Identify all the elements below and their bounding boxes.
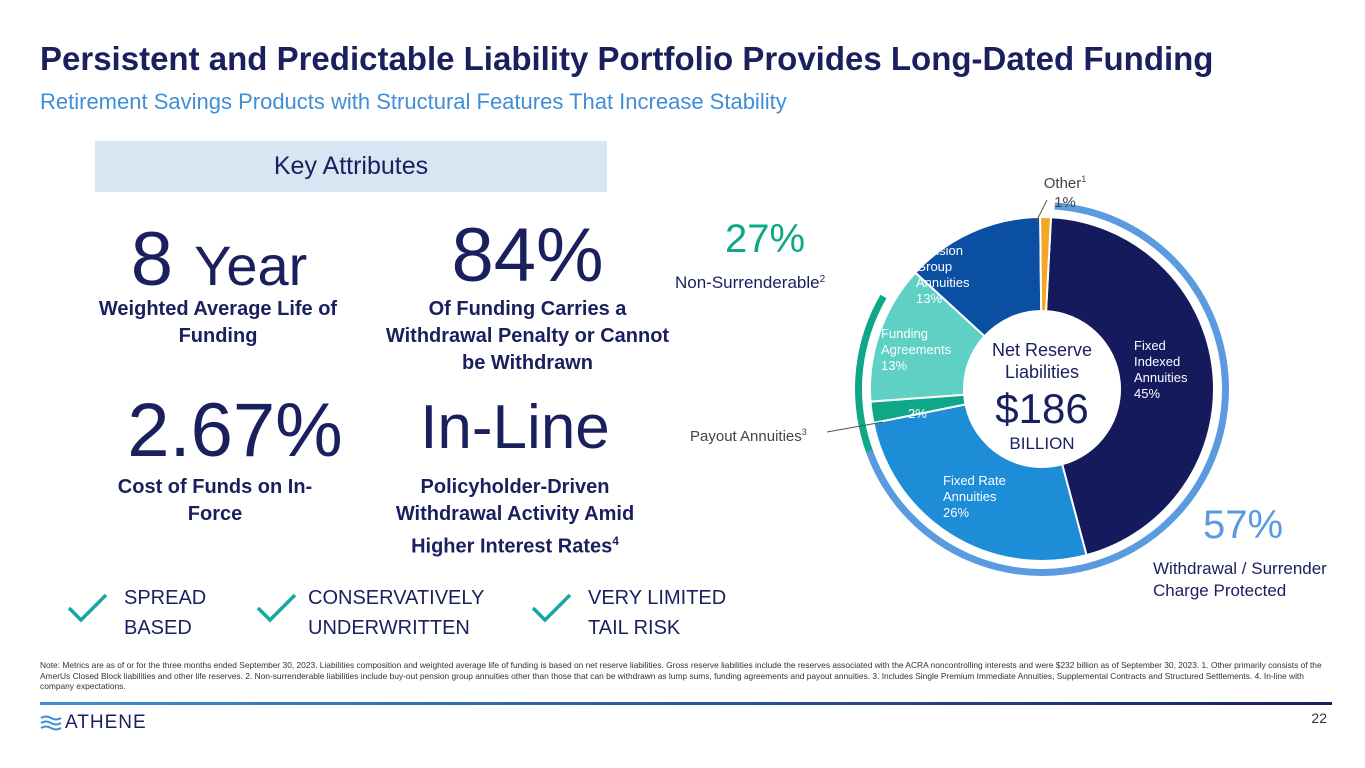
footer-divider [40, 702, 1332, 705]
checkmark-icon [531, 593, 572, 623]
check-label-line2: UNDERWRITTEN [308, 617, 470, 639]
page-title: Persistent and Predictable Liability Por… [40, 40, 1214, 77]
slice-other [1039, 216, 1053, 313]
check-item-very-limited-tail-risk [530, 590, 574, 631]
slice-label-funding-agreements: Agreements [881, 342, 952, 357]
stat-withdrawal-activity-footnote: 4 [612, 534, 619, 548]
checkmark-icon [67, 593, 108, 623]
slice-label-pension-group-annuities: Pension [916, 243, 963, 258]
slice-label-pension-group-annuities: Annuities [916, 275, 970, 290]
chart-center-unit: BILLION [1009, 434, 1074, 453]
chart-center-title-line2: Liabilities [1005, 362, 1079, 382]
stat-funding-penalty-label: Of Funding Carries a Withdrawal Penalty … [385, 298, 670, 374]
athene-logo-text: ATHENE [65, 712, 147, 733]
check-label-spread-based: SPREAD BASED [124, 583, 206, 643]
athene-logo: ATHENE [40, 712, 147, 734]
page-subtitle: Retirement Savings Products with Structu… [40, 89, 787, 114]
chart-center-title: Net Reserve [992, 340, 1092, 360]
stat-cost-of-funds: 2.67% [127, 388, 343, 473]
check-item-spread-based [66, 590, 110, 631]
stat-withdrawal-activity: In-Line [420, 393, 610, 462]
payout-callout-label: Payout Annuities3 [690, 427, 807, 445]
check-label-very-limited-tail-risk: VERY LIMITED TAIL RISK [588, 583, 726, 643]
withdrawal-protected-caption-line1: Withdrawal / Surrender [1153, 559, 1327, 578]
stat-withdrawal-activity-label-text: Policyholder-Driven Withdrawal Activity … [395, 476, 635, 558]
stat-cost-of-funds-label: Cost of Funds on In-Force [117, 476, 313, 525]
slice-label-funding-agreements: 13% [881, 358, 907, 373]
key-attributes-heading-text: Key Attributes [273, 152, 429, 180]
other-callout-value: 1% [1054, 194, 1076, 211]
slice-fixed-indexed-annuities [1045, 216, 1215, 557]
slice-label-pension-group-annuities: 13% [916, 291, 942, 306]
chart-center-value: $186 [995, 385, 1088, 432]
slice-label-payout-annuities: 2% [908, 406, 927, 421]
payout-callout-line [826, 421, 884, 433]
check-label-line2: TAIL RISK [588, 617, 681, 639]
check-label-line1: VERY LIMITED [588, 587, 727, 609]
key-attributes-heading: Key Attributes [95, 141, 607, 192]
stat-funding-penalty: 84% [451, 213, 604, 298]
non-surrenderable-percent: 27% [725, 217, 805, 261]
footnote-text: Note: Metrics are as of or for the three… [40, 660, 1322, 691]
slice-label-funding-agreements: Funding [881, 326, 928, 341]
stat-weighted-average-life-label: Weighted Average Life of Funding [98, 298, 338, 347]
slice-label-fixed-rate-annuities: 26% [943, 505, 969, 520]
slice-label-fixed-indexed-annuities: Indexed [1134, 354, 1180, 369]
slice-label-fixed-rate-annuities: Fixed Rate [943, 473, 1006, 488]
stat-weighted-average-life: 8 Year [95, 222, 343, 298]
checkmark-icon [256, 593, 297, 623]
check-label-conservatively-underwritten: CONSERVATIVELY UNDERWRITTEN [308, 583, 484, 643]
page-number: 22 [1311, 710, 1327, 726]
stat-withdrawal-activity-label: Policyholder-Driven Withdrawal Activity … [375, 474, 655, 561]
athene-wave-icon [40, 715, 62, 731]
slice-label-fixed-indexed-annuities: 45% [1134, 386, 1160, 401]
check-label-line1: CONSERVATIVELY [308, 587, 485, 609]
withdrawal-protected-percent: 57% [1203, 503, 1283, 547]
stat-weighted-average-life-number: 8 [130, 217, 173, 302]
slice-label-pension-group-annuities: Group [916, 259, 952, 274]
other-callout-line [1035, 199, 1048, 223]
other-callout-label: Other1 [1044, 174, 1087, 192]
slice-fixed-rate-annuities [872, 403, 1088, 562]
check-label-line1: SPREAD [124, 587, 207, 609]
stat-weighted-average-life-unit: Year [194, 234, 308, 297]
non-surrenderable-caption: Non-Surrenderable2 [675, 273, 826, 292]
slice-label-fixed-rate-annuities: Annuities [943, 489, 997, 504]
check-label-line2: BASED [124, 617, 192, 639]
withdrawal-protected-caption-line2: Charge Protected [1153, 581, 1286, 600]
check-item-conservatively-underwritten [255, 590, 299, 631]
slice-label-fixed-indexed-annuities: Fixed [1134, 338, 1166, 353]
slice-label-fixed-indexed-annuities: Annuities [1134, 370, 1188, 385]
